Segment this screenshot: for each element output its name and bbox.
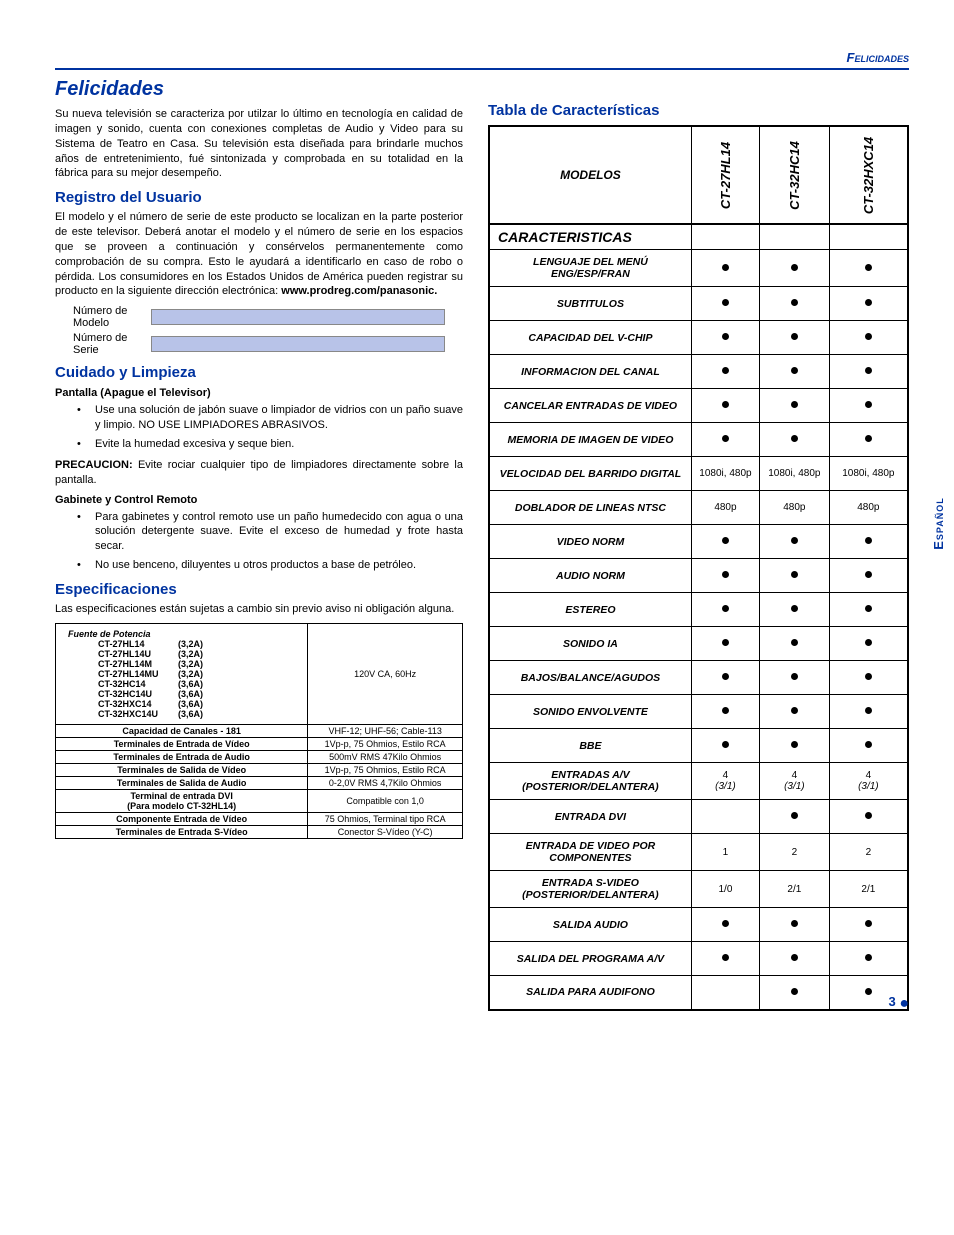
feature-row: SUBTITULOS — [489, 287, 908, 321]
feature-row: BAJOS/BALANCE/AGUDOS — [489, 661, 908, 695]
registration-url: www.prodreg.com/panasonic. — [281, 285, 437, 297]
specs-text: Las especificaciones están sujetas a cam… — [55, 602, 463, 617]
spec-row: Terminales de Entrada de Audio500mV RMS … — [56, 750, 463, 763]
header-section-label: Felicidades — [847, 50, 909, 65]
power-row: CT-27HL14MU(3,2A) — [68, 669, 295, 679]
intro-text: Su nueva televisión se caracteriza por u… — [55, 107, 463, 181]
feature-row: AUDIO NORM — [489, 559, 908, 593]
feature-row: ENTRADA DVI — [489, 800, 908, 834]
registration-heading: Registro del Usuario — [55, 189, 463, 206]
care-heading: Cuidado y Limpieza — [55, 364, 463, 381]
feature-row: CANCELAR ENTRADAS DE VIDEO — [489, 389, 908, 423]
page-number: 3 ● — [888, 994, 909, 1013]
care-bullet: Para gabinetes y control remoto use un p… — [95, 510, 463, 555]
serial-number-row: Número de Serie — [55, 332, 463, 356]
spec-row: Capacidad de Canales - 181VHF-12; UHF-56… — [56, 724, 463, 737]
feature-row: ESTEREO — [489, 593, 908, 627]
specs-table: Fuente de Potencia CT-27HL14(3,2A)CT-27H… — [55, 623, 463, 839]
feature-row: ENTRADA DE VIDEO POR COMPONENTES122 — [489, 834, 908, 871]
spec-row: Terminales de Entrada de Vídeo1Vp-p, 75 … — [56, 737, 463, 750]
feature-row: LENGUAJE DEL MENÚ ENG/ESP/FRAN — [489, 250, 908, 287]
feature-row: DOBLADOR DE LINEAS NTSC480p480p480p — [489, 491, 908, 525]
model-col-1: CT-32HC14 — [787, 141, 802, 210]
page-number-value: 3 — [888, 994, 895, 1009]
feature-row: VIDEO NORM — [489, 525, 908, 559]
model-col-0: CT-27HL14 — [718, 141, 733, 208]
feature-row: SALIDA PARA AUDIFONO — [489, 976, 908, 1010]
feature-row: VELOCIDAD DEL BARRIDO DIGITAL1080i, 480p… — [489, 457, 908, 491]
precaution-text: PRECAUCION: Evite rociar cualquier tipo … — [55, 458, 463, 488]
feature-row: CAPACIDAD DEL V-CHIP — [489, 321, 908, 355]
feature-row: INFORMACION DEL CANAL — [489, 355, 908, 389]
features-section-header: CARACTERISTICAS — [489, 224, 691, 250]
power-header: Fuente de Potencia — [68, 629, 295, 639]
page-title: Felicidades — [55, 78, 463, 101]
power-row: CT-32HC14(3,6A) — [68, 679, 295, 689]
care-bullet: Evite la humedad excesiva y seque bien. — [95, 437, 463, 452]
feature-row: SALIDA AUDIO — [489, 908, 908, 942]
right-column: Tabla de Características MODELOS CT-27HL… — [488, 78, 909, 1011]
features-heading: Tabla de Características — [488, 102, 909, 119]
power-row: CT-27HL14M(3,2A) — [68, 659, 295, 669]
features-table: MODELOS CT-27HL14 CT-32HC14 CT-32HXC14 C… — [488, 125, 909, 1011]
power-row: CT-32HXC14(3,6A) — [68, 699, 295, 709]
language-tab-label: Español — [931, 497, 946, 550]
feature-row: SONIDO IA — [489, 627, 908, 661]
care-sub1: Pantalla (Apague el Televisor) — [55, 387, 463, 399]
power-row: CT-32HC14U(3,6A) — [68, 689, 295, 699]
model-number-row: Número de Modelo — [55, 305, 463, 329]
specs-heading: Especificaciones — [55, 581, 463, 598]
model-number-label: Número de Modelo — [73, 305, 151, 329]
feature-row: ENTRADA S-VIDEO (POSTERIOR/DELANTERA)1/0… — [489, 871, 908, 908]
registration-text: El modelo y el número de serie de este p… — [55, 210, 463, 299]
care-sub2: Gabinete y Control Remoto — [55, 494, 463, 506]
left-column: Felicidades Su nueva televisión se carac… — [55, 78, 463, 1011]
spec-row: Terminales de Salida de Audio0-2,0V RMS … — [56, 776, 463, 789]
serial-number-field[interactable] — [151, 336, 445, 352]
feature-row: ENTRADAS A/V (POSTERIOR/DELANTERA)4(3/1)… — [489, 763, 908, 800]
model-col-2: CT-32HXC14 — [861, 136, 876, 213]
power-value: 120V CA, 60Hz — [308, 623, 463, 724]
models-header: MODELOS — [489, 126, 691, 224]
serial-number-label: Número de Serie — [73, 332, 151, 356]
precaution-label: PRECAUCION: — [55, 459, 133, 471]
care-bullet: Use una solución de jabón suave o limpia… — [95, 403, 463, 433]
header-rule — [55, 68, 909, 70]
feature-row: MEMORIA DE IMAGEN DE VIDEO — [489, 423, 908, 457]
feature-row: BBE — [489, 729, 908, 763]
model-number-field[interactable] — [151, 309, 445, 325]
page-bullet-icon: ● — [899, 995, 909, 1012]
spec-row: Terminal de entrada DVI(Para modelo CT-3… — [56, 789, 463, 812]
spec-row: Terminales de Salida de Vídeo1Vp-p, 75 O… — [56, 763, 463, 776]
spec-row: Componente Entrada de Vídeo75 Ohmios, Te… — [56, 812, 463, 825]
care-bullet: No use benceno, diluyentes u otros produ… — [95, 558, 463, 573]
feature-row: SALIDA DEL PROGRAMA A/V — [489, 942, 908, 976]
spec-row: Terminales de Entrada S-VídeoConector S-… — [56, 825, 463, 838]
language-tab: Español — [922, 480, 954, 566]
power-row: CT-27HL14U(3,2A) — [68, 649, 295, 659]
power-row: CT-32HXC14U(3,6A) — [68, 709, 295, 719]
feature-row: SONIDO ENVOLVENTE — [489, 695, 908, 729]
power-row: CT-27HL14(3,2A) — [68, 639, 295, 649]
